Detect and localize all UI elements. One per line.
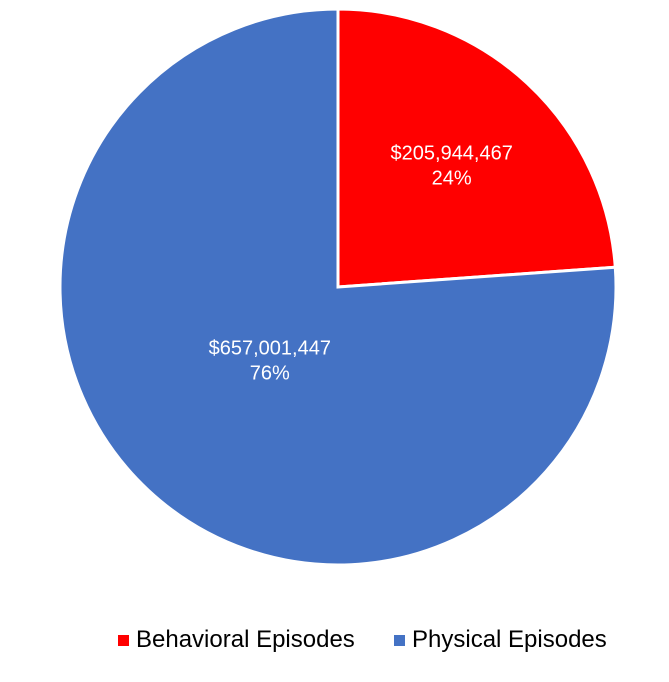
pie-slices	[58, 7, 618, 567]
data-label-value-physical-episodes: $657,001,447	[209, 338, 331, 360]
legend-item-behavioral-episodes: Behavioral Episodes	[118, 620, 355, 660]
pie-slice-physical-episodes	[58, 7, 618, 567]
slice-labels: $205,944,467 24% $657,001,447 76%	[209, 142, 513, 384]
legend-label-behavioral-episodes: Behavioral Episodes	[136, 626, 355, 653]
legend-item-physical-episodes: Physical Episodes	[394, 620, 607, 660]
legend-swatch-behavioral-episodes	[118, 634, 129, 646]
legend-label-physical-episodes: Physical Episodes	[412, 626, 607, 653]
legend-swatch-physical-episodes	[394, 634, 405, 646]
legend: Behavioral Episodes Physical Episodes	[0, 620, 669, 660]
data-label-value-behavioral-episodes: $205,944,467	[391, 142, 513, 164]
data-label-percent-behavioral-episodes: 24%	[432, 167, 472, 189]
data-label-percent-physical-episodes: 76%	[250, 363, 290, 385]
pie-slice-behavioral-episodes	[336, 7, 617, 289]
